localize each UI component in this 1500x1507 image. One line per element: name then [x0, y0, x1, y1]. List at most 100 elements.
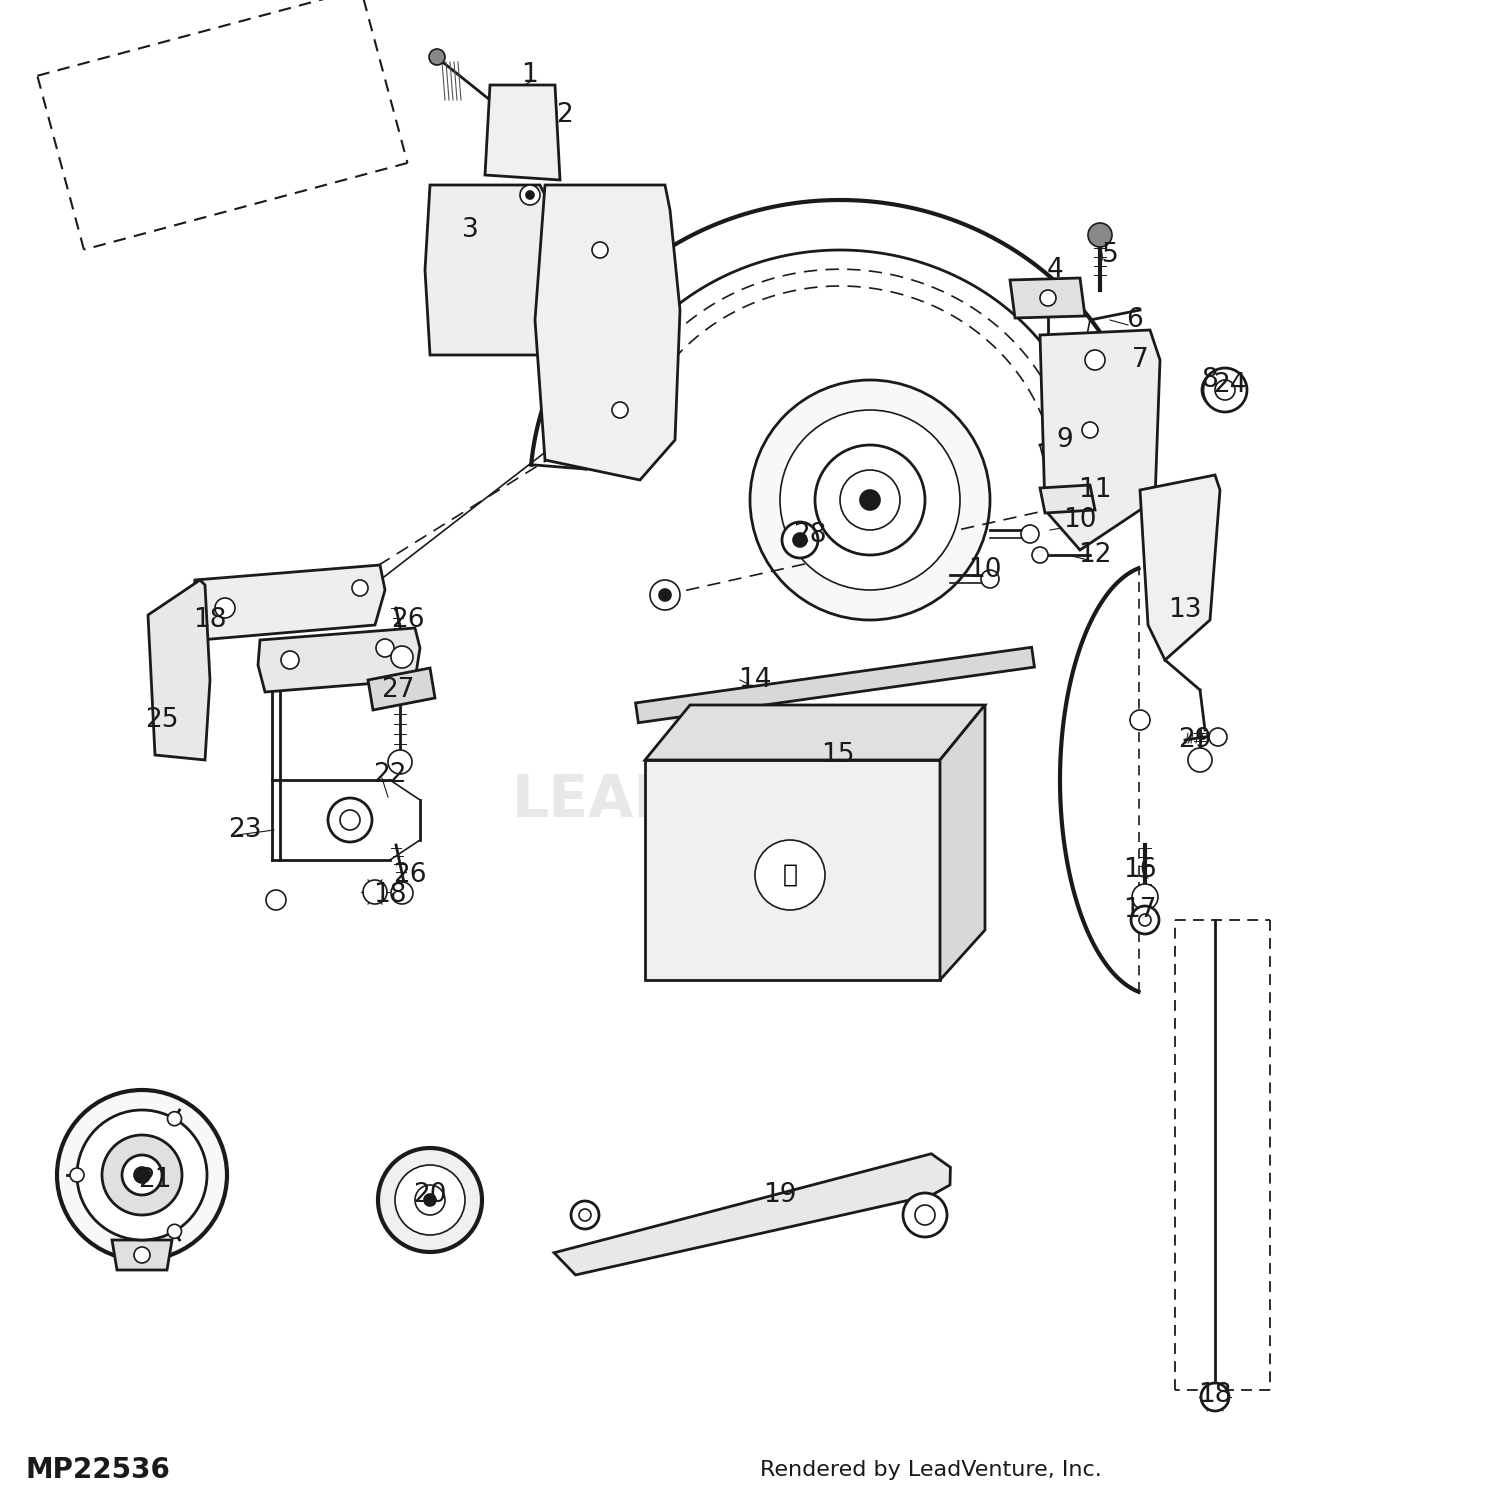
Polygon shape	[645, 760, 940, 980]
Polygon shape	[645, 705, 986, 760]
Polygon shape	[1040, 485, 1095, 512]
Circle shape	[363, 880, 387, 904]
Circle shape	[903, 1194, 946, 1237]
Circle shape	[840, 470, 900, 530]
Polygon shape	[554, 1154, 951, 1275]
Circle shape	[280, 651, 298, 669]
Circle shape	[328, 799, 372, 842]
Circle shape	[1138, 915, 1150, 925]
Circle shape	[859, 490, 880, 509]
Circle shape	[1040, 289, 1056, 306]
Circle shape	[526, 191, 534, 199]
Circle shape	[815, 445, 926, 555]
Circle shape	[1022, 524, 1040, 543]
Circle shape	[168, 1224, 182, 1239]
Polygon shape	[484, 84, 560, 179]
Circle shape	[392, 882, 412, 904]
Text: 22: 22	[374, 763, 406, 788]
Circle shape	[122, 1154, 162, 1195]
Circle shape	[134, 1166, 150, 1183]
Polygon shape	[1140, 475, 1220, 660]
Circle shape	[134, 1246, 150, 1263]
Circle shape	[1202, 372, 1237, 408]
Text: 28: 28	[794, 521, 826, 549]
Circle shape	[1188, 747, 1212, 772]
Circle shape	[168, 1112, 182, 1126]
Polygon shape	[368, 668, 435, 710]
Circle shape	[1084, 350, 1106, 371]
Text: 10: 10	[969, 558, 1002, 583]
Circle shape	[1202, 1383, 1228, 1411]
Circle shape	[1130, 710, 1150, 729]
Text: 29: 29	[1179, 726, 1212, 754]
Circle shape	[1209, 728, 1227, 746]
Circle shape	[750, 380, 990, 619]
Circle shape	[340, 809, 360, 830]
Text: 26: 26	[393, 862, 426, 888]
Circle shape	[429, 50, 445, 65]
Circle shape	[1203, 368, 1246, 411]
Circle shape	[658, 589, 670, 601]
Circle shape	[520, 185, 540, 205]
Circle shape	[1132, 885, 1158, 910]
Circle shape	[1032, 547, 1048, 564]
Text: 25: 25	[146, 707, 178, 732]
Circle shape	[76, 1111, 207, 1240]
Circle shape	[102, 1135, 182, 1215]
Polygon shape	[1010, 277, 1084, 318]
Text: 3: 3	[462, 217, 478, 243]
Circle shape	[214, 598, 236, 618]
Circle shape	[915, 1206, 934, 1225]
Circle shape	[579, 1209, 591, 1221]
Polygon shape	[536, 185, 680, 481]
Text: 20: 20	[413, 1181, 447, 1209]
Text: 1: 1	[522, 62, 538, 87]
Circle shape	[650, 580, 680, 610]
Text: 24: 24	[1214, 372, 1246, 398]
Text: 17: 17	[1124, 897, 1156, 922]
Circle shape	[1088, 223, 1112, 247]
Text: MP22536: MP22536	[26, 1456, 170, 1484]
Text: 9: 9	[1056, 426, 1074, 454]
Circle shape	[266, 891, 286, 910]
Text: 18: 18	[1198, 1382, 1231, 1408]
Text: 18: 18	[194, 607, 226, 633]
Circle shape	[1216, 387, 1222, 393]
Text: 4: 4	[1047, 258, 1064, 283]
Circle shape	[794, 533, 807, 547]
Circle shape	[1212, 381, 1228, 398]
Text: 🦌: 🦌	[783, 864, 798, 888]
Text: 27: 27	[381, 677, 414, 702]
Circle shape	[592, 243, 608, 258]
Text: 19: 19	[764, 1181, 796, 1209]
Text: 26: 26	[392, 607, 424, 633]
Polygon shape	[192, 565, 386, 640]
Circle shape	[780, 410, 960, 591]
Circle shape	[981, 570, 999, 588]
Text: 2: 2	[556, 102, 573, 128]
Text: LEADVENTURE: LEADVENTURE	[512, 772, 988, 829]
Circle shape	[57, 1090, 226, 1260]
Text: Rendered by LeadVenture, Inc.: Rendered by LeadVenture, Inc.	[760, 1460, 1101, 1480]
Text: 13: 13	[1168, 597, 1202, 622]
Polygon shape	[112, 1240, 172, 1270]
Circle shape	[1082, 422, 1098, 439]
Text: 12: 12	[1078, 543, 1112, 568]
Polygon shape	[636, 648, 1035, 723]
Circle shape	[612, 402, 628, 417]
Polygon shape	[258, 628, 420, 692]
Circle shape	[782, 521, 818, 558]
Circle shape	[1131, 906, 1160, 934]
Circle shape	[394, 1165, 465, 1236]
Text: 16: 16	[1124, 857, 1156, 883]
Text: 23: 23	[228, 817, 261, 842]
Circle shape	[376, 639, 394, 657]
Circle shape	[392, 647, 412, 668]
Circle shape	[424, 1194, 436, 1206]
Text: 11: 11	[1078, 478, 1112, 503]
Circle shape	[416, 1185, 446, 1215]
Text: 14: 14	[738, 668, 771, 693]
Text: 8: 8	[1202, 368, 1218, 393]
Text: 6: 6	[1126, 307, 1143, 333]
Polygon shape	[1040, 330, 1160, 550]
